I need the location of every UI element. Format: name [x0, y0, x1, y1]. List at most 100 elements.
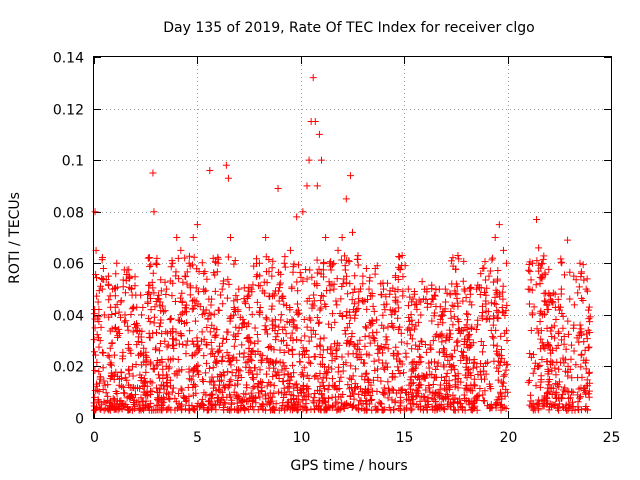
- data-point-bg: [544, 341, 552, 349]
- data-point-bg: [385, 389, 393, 397]
- data-point-bg: [340, 400, 348, 408]
- data-point: [485, 272, 493, 280]
- data-point-bg: [337, 256, 345, 264]
- data-point-bg: [221, 400, 229, 408]
- data-point-bg: [149, 269, 157, 277]
- data-point-bg: [276, 284, 284, 292]
- data-point-bg: [558, 259, 566, 267]
- data-point-bg: [179, 278, 187, 286]
- data-point-bg: [538, 397, 546, 405]
- data-point-bg: [225, 280, 233, 288]
- data-point-bg: [448, 353, 456, 361]
- data-point-bg: [228, 396, 236, 404]
- data-point-bg: [323, 287, 331, 295]
- data-point-bg: [175, 340, 183, 348]
- data-point-bg: [245, 283, 253, 291]
- data-point-bg: [126, 274, 134, 282]
- data-point: [551, 290, 559, 298]
- data-point-bg: [446, 383, 454, 391]
- data-point-bg: [461, 287, 469, 295]
- data-point-bg: [263, 279, 271, 287]
- data-point-bg: [188, 352, 196, 360]
- data-point-bg: [171, 298, 179, 306]
- data-point-bg: [207, 378, 215, 386]
- data-point-bg: [117, 297, 125, 305]
- data-point-bg: [416, 381, 424, 389]
- data-point-bg: [541, 392, 549, 400]
- data-point: [311, 117, 319, 125]
- data-point: [173, 234, 181, 241]
- data-point-bg: [345, 319, 353, 327]
- data-point-bg: [305, 358, 313, 366]
- data-point-bg: [461, 335, 469, 343]
- data-point-bg: [545, 381, 553, 389]
- data-point-bg: [99, 386, 107, 394]
- data-point-bg: [95, 388, 103, 396]
- data-point-bg: [491, 293, 499, 301]
- data-point-bg: [430, 312, 438, 320]
- data-point-bg: [368, 317, 376, 325]
- data-point-bg: [194, 300, 202, 308]
- data-point-bg: [177, 331, 185, 339]
- data-point-bg: [399, 287, 407, 295]
- data-point: [365, 285, 373, 293]
- data-point-bg: [203, 359, 211, 367]
- data-point-bg: [211, 352, 219, 360]
- data-point-bg: [342, 330, 350, 338]
- data-point-bg: [125, 275, 133, 283]
- data-point-bg: [377, 290, 385, 298]
- data-point-bg: [276, 358, 284, 366]
- data-point: [454, 252, 462, 260]
- data-point-bg: [524, 378, 532, 386]
- data-point-bg: [299, 396, 307, 404]
- data-point-bg: [349, 288, 357, 296]
- data-point-bg: [279, 326, 287, 334]
- data-point-bg: [161, 337, 169, 345]
- data-point-bg: [572, 361, 580, 369]
- data-point-bg: [153, 261, 161, 269]
- data-point-bg: [164, 355, 172, 363]
- data-point-bg: [384, 394, 392, 402]
- data-point: [570, 272, 578, 280]
- data-point-bg: [173, 368, 181, 376]
- data-point: [338, 234, 346, 241]
- data-point-bg: [447, 314, 455, 322]
- data-point: [442, 298, 450, 306]
- data-point-bg: [225, 406, 233, 414]
- data-point-bg: [312, 372, 320, 380]
- data-point-bg: [502, 366, 510, 374]
- data-point-bg: [295, 350, 303, 358]
- data-point: [218, 285, 226, 293]
- data-point-bg: [461, 384, 469, 392]
- data-point-bg: [452, 381, 460, 389]
- data-point-bg: [403, 395, 411, 403]
- data-point-bg: [133, 341, 141, 349]
- data-point-bg: [477, 371, 485, 379]
- data-point-bg: [182, 405, 190, 413]
- data-point: [503, 259, 511, 267]
- data-point-bg: [576, 321, 584, 329]
- data-point-bg: [503, 336, 511, 344]
- data-point-bg: [480, 264, 488, 272]
- data-point-bg: [289, 336, 297, 344]
- data-point-bg: [245, 368, 253, 376]
- data-point-bg: [317, 292, 325, 300]
- data-point-bg: [278, 293, 286, 301]
- data-point-bg: [194, 341, 202, 349]
- data-point-bg: [322, 303, 330, 311]
- data-point-bg: [164, 341, 172, 349]
- data-point-bg: [294, 287, 302, 295]
- data-point-bg: [300, 364, 308, 372]
- data-point-bg: [434, 359, 442, 367]
- data-point-bg: [559, 403, 567, 411]
- data-point-bg: [219, 353, 227, 361]
- data-point-bg: [435, 348, 443, 356]
- data-point-bg: [156, 301, 164, 309]
- data-point-bg: [417, 353, 425, 361]
- data-point-bg: [275, 323, 283, 331]
- data-point-bg: [402, 349, 410, 357]
- data-point-bg: [137, 291, 145, 299]
- data-point-bg: [495, 357, 503, 365]
- data-point-bg: [310, 394, 318, 402]
- data-point-bg: [201, 268, 209, 276]
